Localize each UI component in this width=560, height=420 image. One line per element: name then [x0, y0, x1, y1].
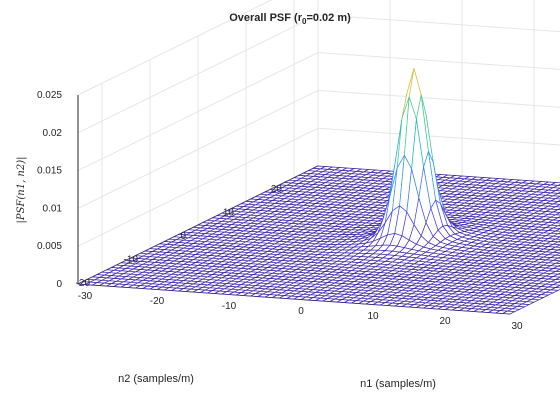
y-tick-label: 20 — [271, 184, 283, 195]
y-tick-label: -10 — [124, 255, 139, 266]
x-tick-label: -10 — [222, 301, 237, 312]
grid-line-wall-z-right — [317, 52, 560, 70]
grid-line-wall-z-right — [317, 14, 560, 33]
psf-mesh — [77, 68, 560, 315]
x-tick-label: 10 — [367, 311, 379, 322]
mesh-cell — [555, 220, 560, 224]
x-axis-label: n1 (samples/m) — [360, 378, 436, 390]
grid-line-wall-z-right — [317, 89, 560, 108]
mesh-cell — [555, 285, 560, 289]
mesh-cell — [555, 196, 560, 200]
grid-line-wall-z-right — [317, 127, 560, 146]
mesh-cell — [502, 310, 516, 315]
z-tick-label: 0.005 — [37, 241, 62, 252]
mesh-cell — [555, 260, 560, 264]
z-tick-label: 0.025 — [37, 90, 62, 101]
x-tick-label: 20 — [439, 316, 451, 327]
mesh-cell — [555, 276, 560, 281]
back-pane-xz — [318, 0, 560, 183]
y-tick-label: 0 — [180, 231, 186, 242]
x-tick-label: -30 — [78, 291, 93, 302]
x-tick-label: 30 — [511, 321, 523, 332]
mesh-cell — [555, 188, 560, 192]
y-tick-label: 10 — [223, 207, 235, 218]
y-tick-label: -20 — [76, 278, 91, 289]
y-axis-label: n2 (samples/m) — [118, 373, 194, 385]
z-tick-label: 0.015 — [37, 166, 62, 177]
grid-line-wall-z-left — [77, 127, 319, 247]
x-tick-label: -20 — [150, 296, 165, 307]
mesh-cell — [555, 228, 560, 232]
z-axis-label: |PSF(n1, n2)| — [16, 156, 27, 223]
chart-title: Overall PSF (r0=0.02 m) — [229, 12, 351, 26]
z-tick-label: 0 — [56, 279, 62, 290]
grid-line-wall-z-left — [77, 89, 319, 209]
mesh-cell — [555, 204, 560, 208]
z-tick-label: 0.01 — [43, 203, 63, 214]
grid-line-wall-z-left — [77, 14, 319, 134]
mesh-cell — [555, 244, 560, 248]
mesh-cell — [555, 212, 560, 216]
z-tick-label: 0.02 — [43, 128, 63, 139]
grid-line-wall-z-left — [77, 52, 319, 172]
mesh-cell — [555, 236, 560, 240]
x-tick-label: 0 — [298, 306, 304, 317]
tick-labels: -30 -20 -10 0 10 20 30 -20 -10 0 10 20 0 0.005 0.01 0.0… — [37, 90, 523, 332]
mesh-cell — [555, 268, 560, 273]
mesh-cell — [555, 252, 560, 256]
grid-line-wall-z-left — [77, 0, 273, 96]
